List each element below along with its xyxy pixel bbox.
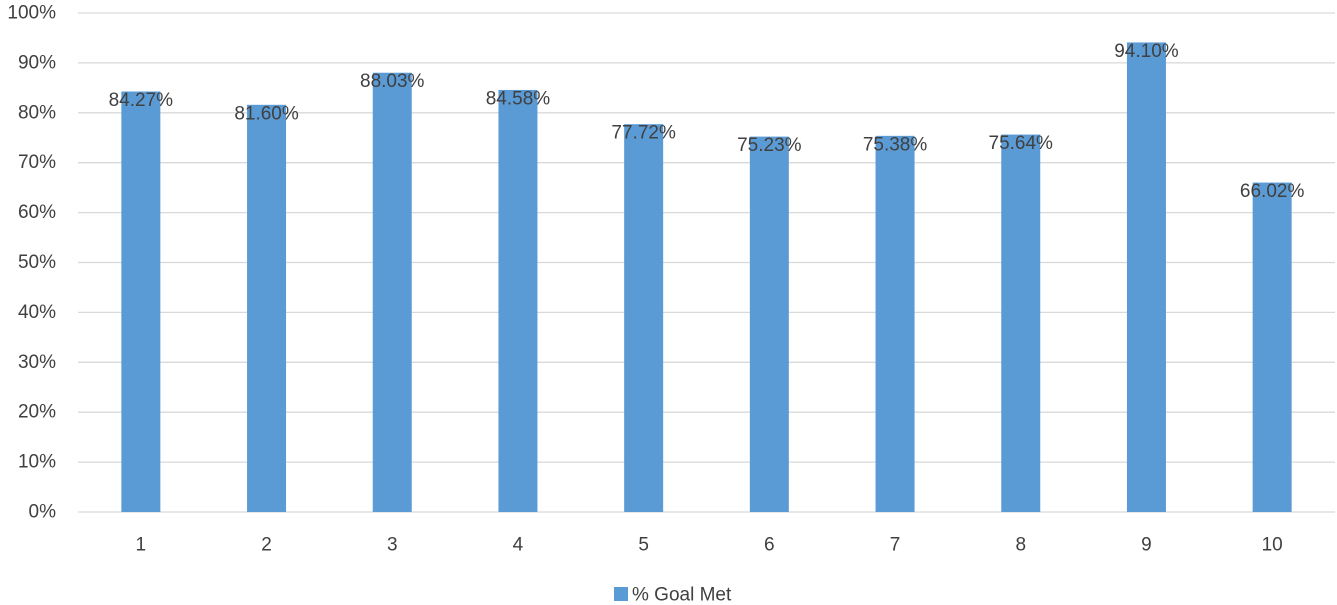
data-label: 84.58% [486, 88, 551, 109]
data-label: 75.64% [989, 133, 1054, 154]
y-tick-label: 70% [18, 152, 56, 173]
gridlines [78, 12, 1335, 513]
bar [247, 104, 287, 512]
bar [1252, 182, 1292, 513]
y-tick-label: 90% [18, 52, 56, 73]
bar [749, 136, 789, 512]
data-label: 88.03% [360, 71, 425, 92]
bar [498, 89, 538, 512]
bar [875, 135, 915, 512]
y-tick-label: 60% [18, 202, 56, 223]
y-tick-label: 100% [7, 3, 56, 24]
x-tick-label: 2 [261, 535, 272, 556]
data-label: 81.60% [234, 103, 299, 124]
y-tick-label: 40% [18, 302, 56, 323]
x-tick-label: 9 [1141, 535, 1152, 556]
x-tick-label: 3 [387, 535, 398, 556]
legend: % Goal Met [614, 585, 732, 605]
y-axis-tick-labels: 0% 10% 20% 30% 40% 50% 60% 70% 80% 90% 100% [7, 3, 56, 523]
x-tick-label: 7 [890, 535, 901, 556]
bars [121, 42, 1292, 513]
y-tick-label: 80% [18, 102, 56, 123]
x-tick-label: 4 [513, 535, 524, 556]
bar [1001, 134, 1041, 512]
x-axis-tick-labels: 1 2 3 4 5 6 7 8 9 10 [136, 535, 1283, 556]
data-label: 94.10% [1114, 41, 1179, 62]
bar [1126, 42, 1166, 512]
bar [372, 72, 412, 513]
x-tick-label: 1 [136, 535, 147, 556]
legend-label: % Goal Met [632, 585, 732, 605]
y-tick-label: 10% [18, 452, 56, 473]
legend-swatch [614, 587, 628, 601]
data-label: 75.38% [863, 134, 928, 155]
bar [624, 124, 664, 513]
x-tick-label: 5 [638, 535, 649, 556]
y-tick-label: 30% [18, 352, 56, 373]
x-tick-label: 10 [1262, 535, 1283, 556]
data-label: 75.23% [737, 135, 802, 156]
data-labels: 84.27% 81.60% 88.03% 84.58% 77.72% 75.23% 75.3… [109, 41, 1305, 202]
data-label: 77.72% [611, 123, 676, 144]
x-tick-label: 8 [1015, 535, 1026, 556]
y-tick-label: 50% [18, 252, 56, 273]
x-tick-label: 6 [764, 535, 775, 556]
y-tick-label: 0% [29, 502, 57, 523]
bar [121, 91, 161, 512]
data-label: 66.02% [1240, 181, 1305, 202]
y-tick-label: 20% [18, 402, 56, 423]
data-label: 84.27% [109, 90, 174, 111]
